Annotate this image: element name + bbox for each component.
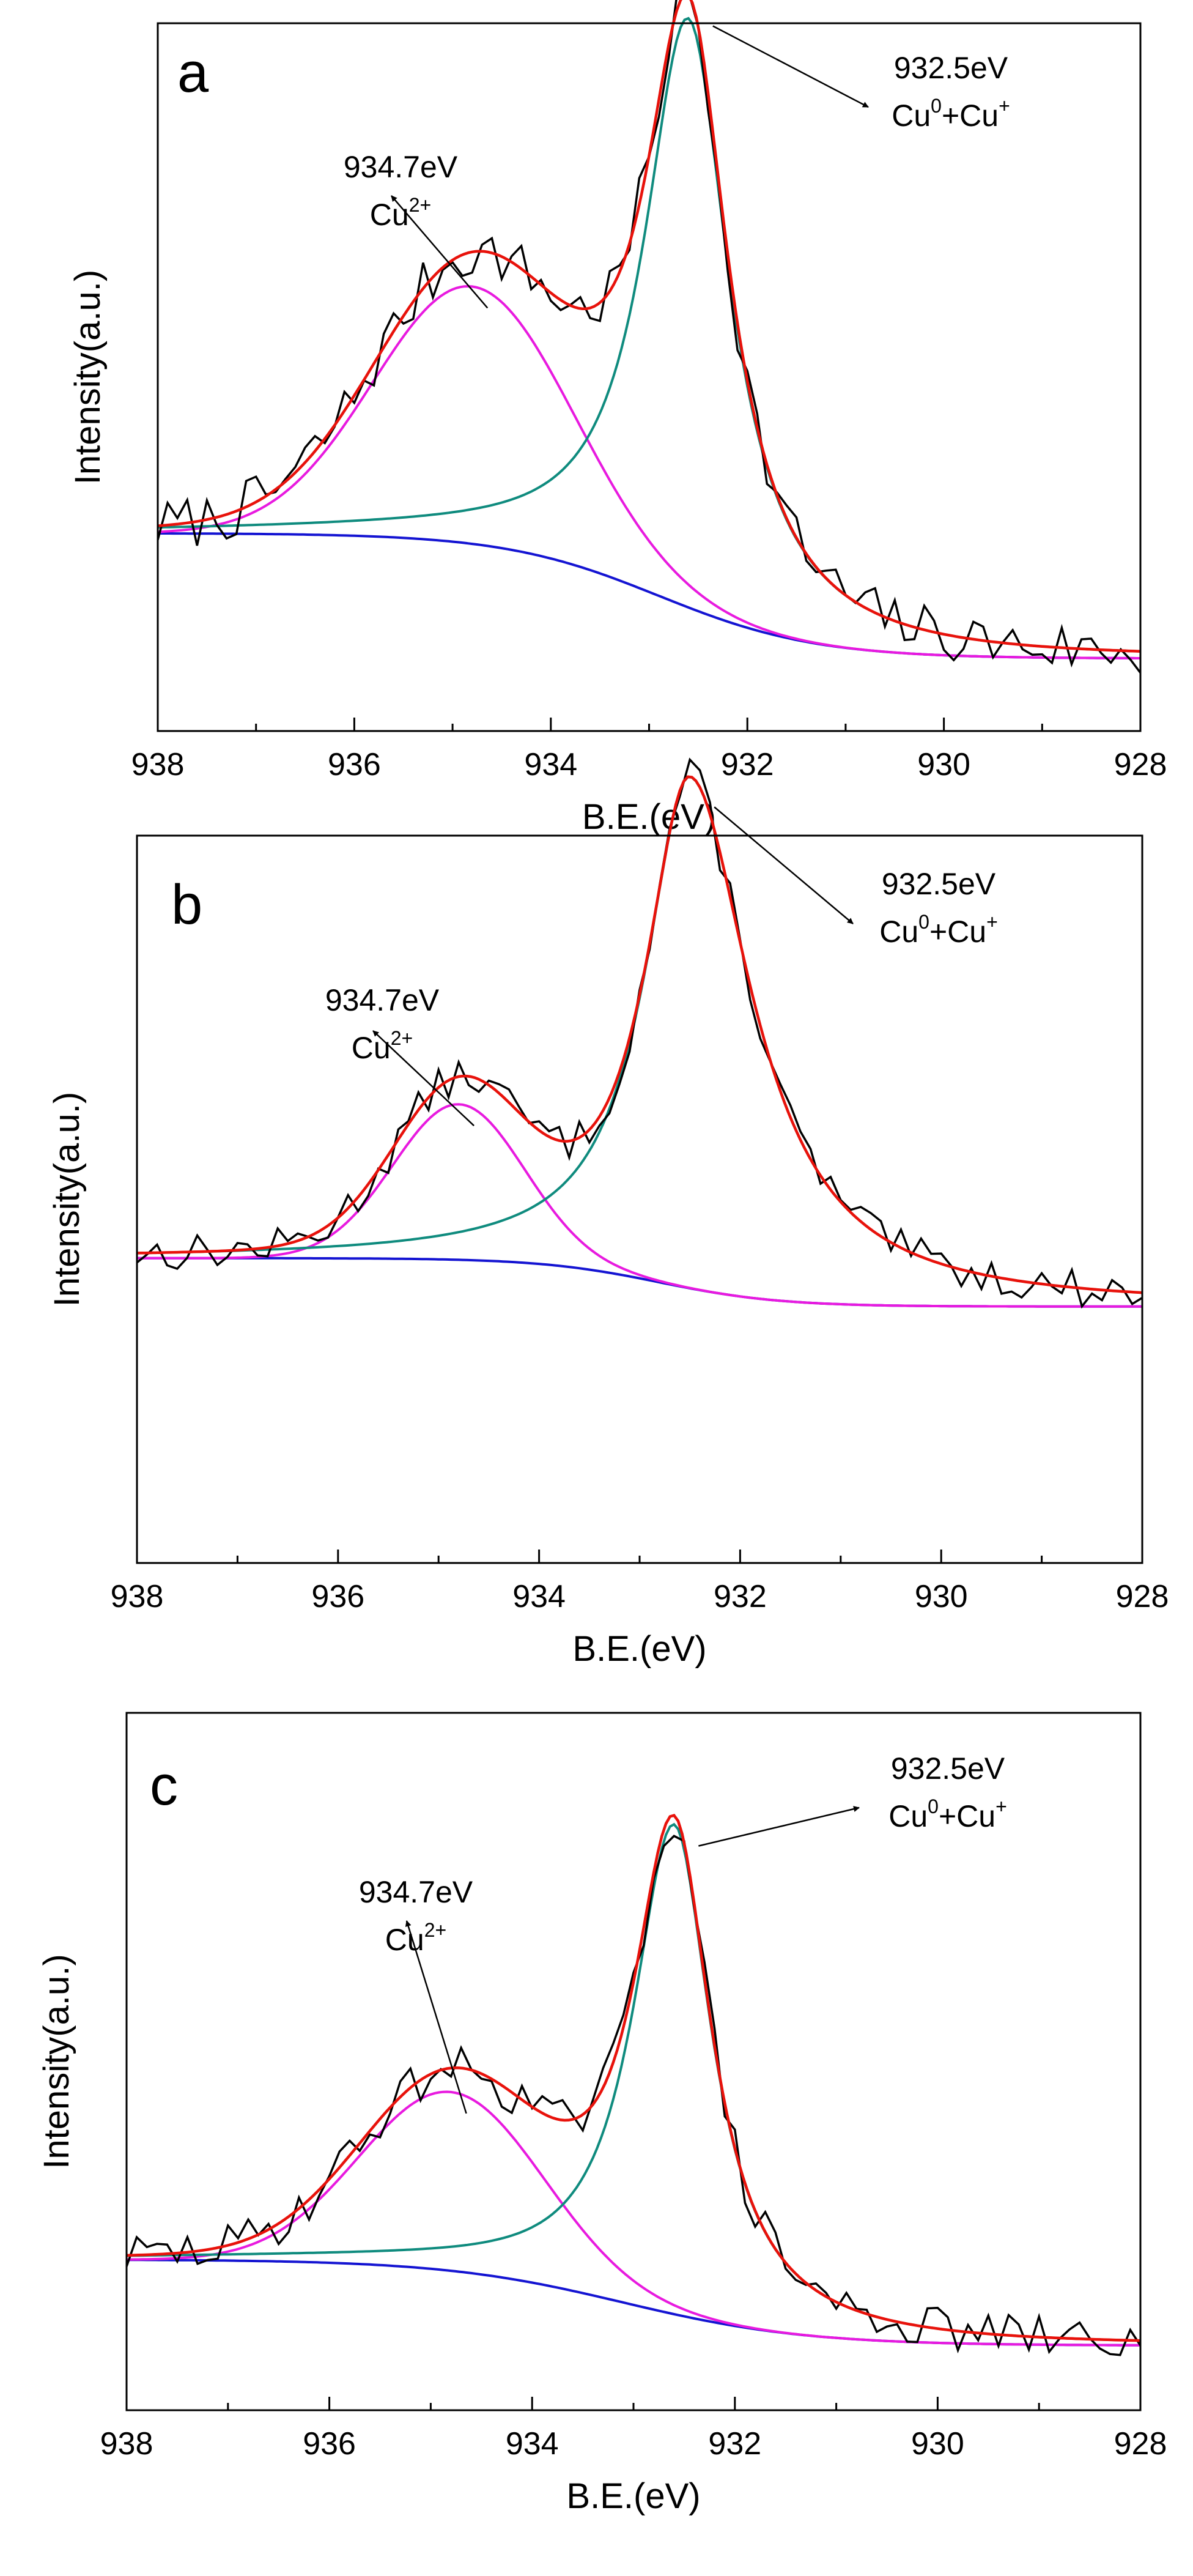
x-tick-label: 938 <box>131 747 185 782</box>
annotation-arrow <box>714 806 854 924</box>
x-tick-label: 932 <box>714 1579 767 1614</box>
species-text: Cu <box>352 1031 391 1065</box>
x-axis-label: B.E.(eV) <box>572 1629 706 1669</box>
background-line <box>127 2259 1140 2347</box>
x-tick-label: 934 <box>512 1579 566 1614</box>
peak-species-label: Cu2+ <box>370 194 431 232</box>
peak-species-label: Cu0+Cu+ <box>888 1795 1007 1833</box>
x-tick-label: 932 <box>708 2426 761 2462</box>
peak-species-label: Cu2+ <box>385 1919 446 1957</box>
cu2-component-line <box>157 284 1140 659</box>
peak-energy-label: 932.5eV <box>882 867 996 901</box>
species-text: Cu <box>879 915 918 949</box>
species-text: +Cu <box>929 915 986 949</box>
x-tick-label: 928 <box>1114 747 1167 782</box>
superscript: 0 <box>918 911 929 933</box>
x-tick-label: 930 <box>917 747 970 782</box>
peak-energy-label: 934.7eV <box>359 1875 473 1909</box>
x-tick-label: 932 <box>721 747 774 782</box>
envelope-fit-line <box>136 775 1143 1294</box>
y-axis-label: Intensity(a.u.) <box>68 270 108 484</box>
superscript: 0 <box>931 95 942 117</box>
superscript: 2+ <box>424 1919 446 1941</box>
x-tick-label: 936 <box>303 2426 356 2462</box>
x-tick-label: 930 <box>911 2426 964 2462</box>
peak-energy-label: 934.7eV <box>344 150 458 184</box>
envelope-fit-line <box>126 1814 1141 2342</box>
panel-label: a <box>177 42 209 104</box>
peak-energy-label: 932.5eV <box>891 1751 1005 1786</box>
superscript: 2+ <box>391 1027 413 1049</box>
species-text: Cu <box>385 1923 424 1957</box>
superscript: 2+ <box>409 194 431 216</box>
cu0-cu1-component-line <box>126 1822 1141 2342</box>
raw-data-line <box>136 757 1143 1309</box>
superscript: + <box>995 1795 1007 1817</box>
superscript: 0 <box>928 1795 939 1817</box>
annotation-arrow <box>698 1806 860 1847</box>
background-line <box>158 532 1140 659</box>
annotation-arrow <box>372 1030 475 1127</box>
peak-energy-label: 932.5eV <box>894 51 1008 85</box>
chart-panel-c: 938 936 934 932 930 928 B.E.(eV) Intensity(a.u.… <box>37 1712 1167 2516</box>
plot-frame <box>136 834 1143 1564</box>
x-tick-label: 938 <box>100 2426 153 2462</box>
annotation-arrow <box>712 25 869 108</box>
chart-panel-b: 938 936 934 932 930 928 B.E.(eV) Intensity(a.u.… <box>47 757 1169 1669</box>
panel-label: c <box>150 1754 178 1817</box>
x-axis-label: B.E.(eV) <box>582 797 716 837</box>
peak-species-label: Cu0+Cu+ <box>879 911 998 949</box>
x-tick-label: 934 <box>524 747 577 782</box>
x-axis-label: B.E.(eV) <box>566 2476 700 2516</box>
superscript: + <box>999 95 1010 117</box>
x-tick-label: 936 <box>311 1579 364 1614</box>
peak-species-label: Cu0+Cu+ <box>892 95 1010 133</box>
peak-species-label: Cu2+ <box>352 1027 413 1065</box>
annotation-arrow <box>391 195 489 309</box>
species-text: Cu <box>888 1799 928 1833</box>
species-text: Cu <box>370 198 409 232</box>
x-tick-label: 936 <box>328 747 381 782</box>
chart-panel-a: 938 936 934 932 930 928 B.E.(eV) Intensity(a.u.… <box>68 0 1167 837</box>
panel-label: b <box>171 874 202 936</box>
cu2-component-line <box>126 2090 1140 2347</box>
envelope-fit-line <box>157 0 1141 653</box>
y-axis-label: Intensity(a.u.) <box>37 1954 76 2169</box>
species-text: Cu <box>892 98 931 133</box>
x-tick-label: 938 <box>111 1579 164 1614</box>
x-tick-label: 930 <box>915 1579 968 1614</box>
species-text: +Cu <box>942 98 999 133</box>
cu0-cu1-component-line <box>136 776 1143 1294</box>
x-tick-label: 928 <box>1114 2426 1167 2462</box>
raw-data-line <box>125 1835 1142 2356</box>
peak-energy-label: 934.7eV <box>325 983 440 1017</box>
annotation-arrow <box>405 1920 467 2114</box>
x-tick-label: 934 <box>506 2426 559 2462</box>
species-text: +Cu <box>939 1799 995 1833</box>
x-tick-label: 928 <box>1116 1579 1169 1614</box>
superscript: + <box>986 911 998 933</box>
y-axis-label: Intensity(a.u.) <box>47 1092 87 1307</box>
